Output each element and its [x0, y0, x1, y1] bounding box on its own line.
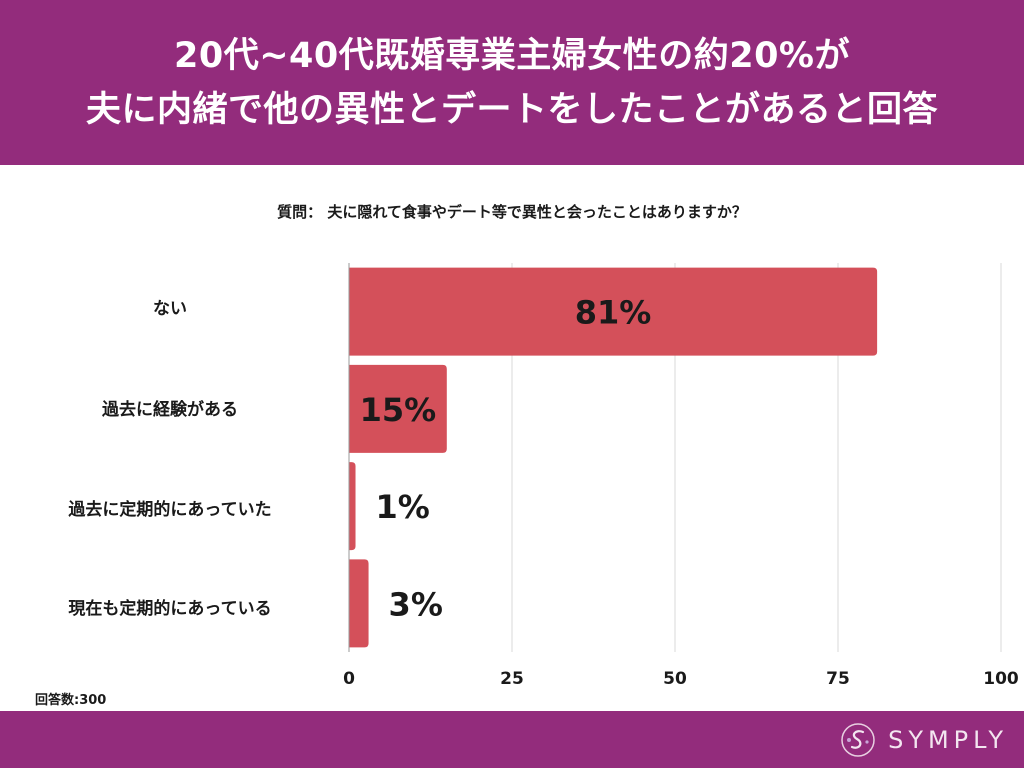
bar-value-label: 15% — [360, 391, 437, 429]
bar — [349, 364, 447, 453]
category-label: 現在も定期的にあっている — [68, 599, 272, 619]
bar — [349, 559, 369, 648]
title-line-2: 夫に内緒で他の異性とデートをしたことがあると回答 — [85, 89, 938, 130]
brand-logo: SYMPLY — [838, 721, 1008, 759]
survey-question: 質問： 夫に隠れて食事やデート等で異性と会ったことはありますか？ — [277, 203, 747, 221]
x-tick-label: 100 — [983, 669, 1019, 689]
footer-banner: SYMPLY — [0, 711, 1024, 768]
category-label: ない — [153, 299, 187, 319]
title-line-1: 20代~40代既婚専業主婦女性の約20%が — [173, 35, 850, 76]
response-count: 回答数:300 — [35, 693, 107, 708]
x-tick-label: 50 — [663, 669, 687, 689]
bar — [349, 267, 878, 356]
x-tick-label: 0 — [343, 669, 355, 689]
category-label: 過去に定期的にあっていた — [68, 500, 272, 520]
bar-value-label: 81% — [575, 294, 652, 332]
bar-chart: 0 25 50 75 100 81% 15% 1% 3% — [343, 263, 1019, 689]
bar-value-label: 1% — [376, 488, 430, 526]
bar — [349, 462, 356, 551]
brand-name: SYMPLY — [888, 726, 1008, 754]
bar-value-label: 3% — [389, 585, 443, 623]
title-banner: 20代~40代既婚専業主婦女性の約20%が 夫に内緒で他の異性とデートをしたこと… — [0, 0, 1024, 165]
x-tick-label: 75 — [826, 669, 850, 689]
category-label: 過去に経験がある — [102, 400, 238, 420]
logo-emblem-icon — [841, 723, 875, 757]
x-tick-label: 25 — [500, 669, 524, 689]
